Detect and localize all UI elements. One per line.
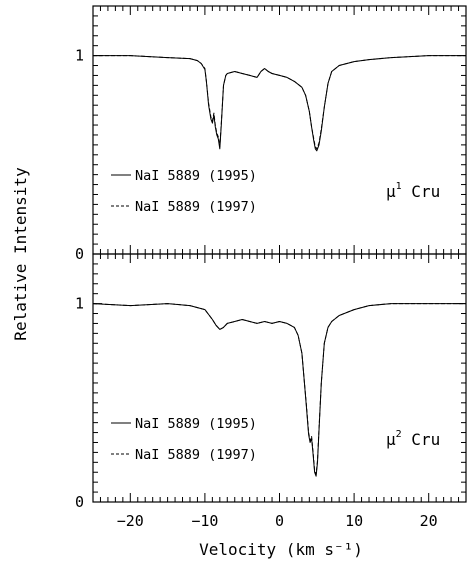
- series-line-1997: [92, 303, 466, 475]
- series-line-1997: [93, 55, 466, 150]
- x-tick-label: −20: [117, 512, 144, 530]
- x-tick-label: −10: [191, 512, 218, 530]
- x-tick-label: 10: [345, 512, 363, 530]
- x-tick-label: 20: [420, 512, 438, 530]
- panel-mu1-cru: 0 1 NaI 5889 (1995) NaI 5889 (1997) μ1 Cru: [75, 5, 467, 263]
- y-axis-label: Relative Intensity: [11, 167, 30, 341]
- plot-frame: [92, 253, 467, 503]
- legend-entry: NaI 5889 (1995): [135, 168, 257, 184]
- y-tick-label: 0: [75, 245, 84, 263]
- legend-entry: NaI 5889 (1995): [135, 416, 257, 432]
- y-tick-label: 1: [75, 295, 84, 313]
- star-label: μ2 Cru: [386, 429, 440, 449]
- star-label: μ1 Cru: [386, 181, 440, 201]
- legend-entry: NaI 5889 (1997): [135, 199, 257, 215]
- y-tick-label: 1: [75, 47, 84, 65]
- x-axis-label: Velocity (km s⁻¹): [199, 540, 363, 559]
- x-tick-label: 0: [275, 512, 284, 530]
- panel-mu2-cru: 0 1 NaI 5889 (1995) NaI 5889 (1997) μ2 Cru: [75, 253, 467, 511]
- x-tick-labels: −20 −10 0 10 20: [117, 512, 438, 530]
- legend-entry: NaI 5889 (1997): [135, 447, 257, 463]
- plot-frame: [92, 5, 467, 255]
- y-tick-label: 0: [75, 493, 84, 511]
- series-line-1995: [93, 55, 466, 152]
